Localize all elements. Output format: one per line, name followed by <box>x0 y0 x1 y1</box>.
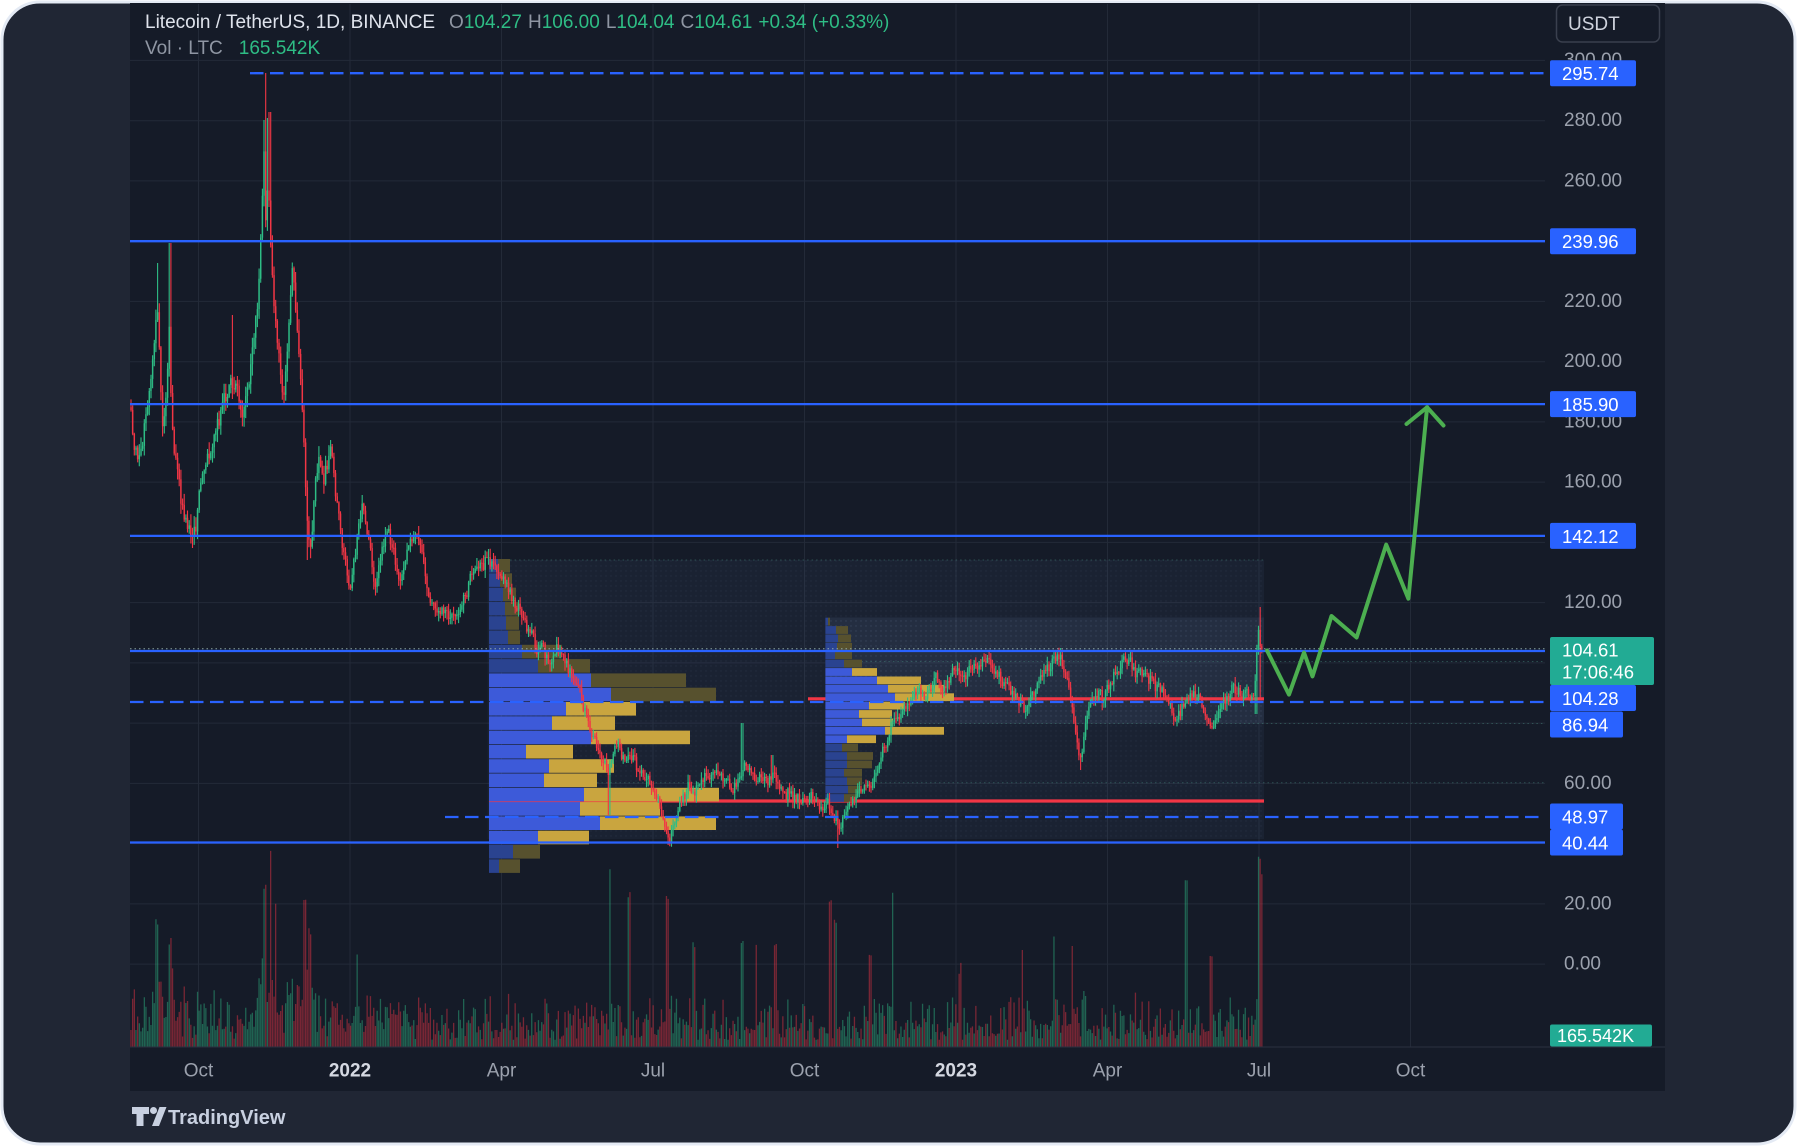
svg-text:104.61: 104.61 <box>1562 640 1619 661</box>
svg-text:220.00: 220.00 <box>1564 291 1622 312</box>
svg-text:17:06:46: 17:06:46 <box>1562 662 1634 683</box>
svg-text:Jul: Jul <box>641 1061 665 1082</box>
svg-text:Apr: Apr <box>487 1061 517 1082</box>
svg-text:48.97: 48.97 <box>1562 807 1608 828</box>
svg-text:Apr: Apr <box>1093 1061 1123 1082</box>
svg-text:0.00: 0.00 <box>1564 954 1601 975</box>
svg-text:Oct: Oct <box>790 1061 820 1082</box>
svg-text:185.90: 185.90 <box>1562 394 1619 415</box>
svg-text:260.00: 260.00 <box>1564 170 1622 191</box>
svg-text:120.00: 120.00 <box>1564 592 1622 613</box>
svg-text:2023: 2023 <box>935 1061 977 1082</box>
svg-text:165.542K: 165.542K <box>1557 1026 1634 1046</box>
svg-text:USDT: USDT <box>1568 14 1620 35</box>
svg-text:86.94: 86.94 <box>1562 715 1608 736</box>
svg-text:200.00: 200.00 <box>1564 351 1622 372</box>
svg-text:160.00: 160.00 <box>1564 472 1622 493</box>
svg-text:40.44: 40.44 <box>1562 833 1608 854</box>
svg-text:239.96: 239.96 <box>1562 231 1619 252</box>
svg-text:Jul: Jul <box>1247 1061 1271 1082</box>
svg-text:280.00: 280.00 <box>1564 110 1622 131</box>
svg-text:295.74: 295.74 <box>1562 63 1619 84</box>
svg-text:20.00: 20.00 <box>1564 893 1612 914</box>
svg-text:60.00: 60.00 <box>1564 773 1612 794</box>
svg-text:Oct: Oct <box>1396 1061 1426 1082</box>
svg-text:142.12: 142.12 <box>1562 526 1619 547</box>
svg-text:Oct: Oct <box>184 1061 214 1082</box>
svg-text:2022: 2022 <box>329 1061 371 1082</box>
svg-text:Litecoin / TetherUS, 1D, BINAN: Litecoin / TetherUS, 1D, BINANCE O104.27 H… <box>145 12 889 33</box>
svg-text:TradingView: TradingView <box>168 1107 286 1129</box>
svg-text:104.28: 104.28 <box>1562 688 1619 709</box>
